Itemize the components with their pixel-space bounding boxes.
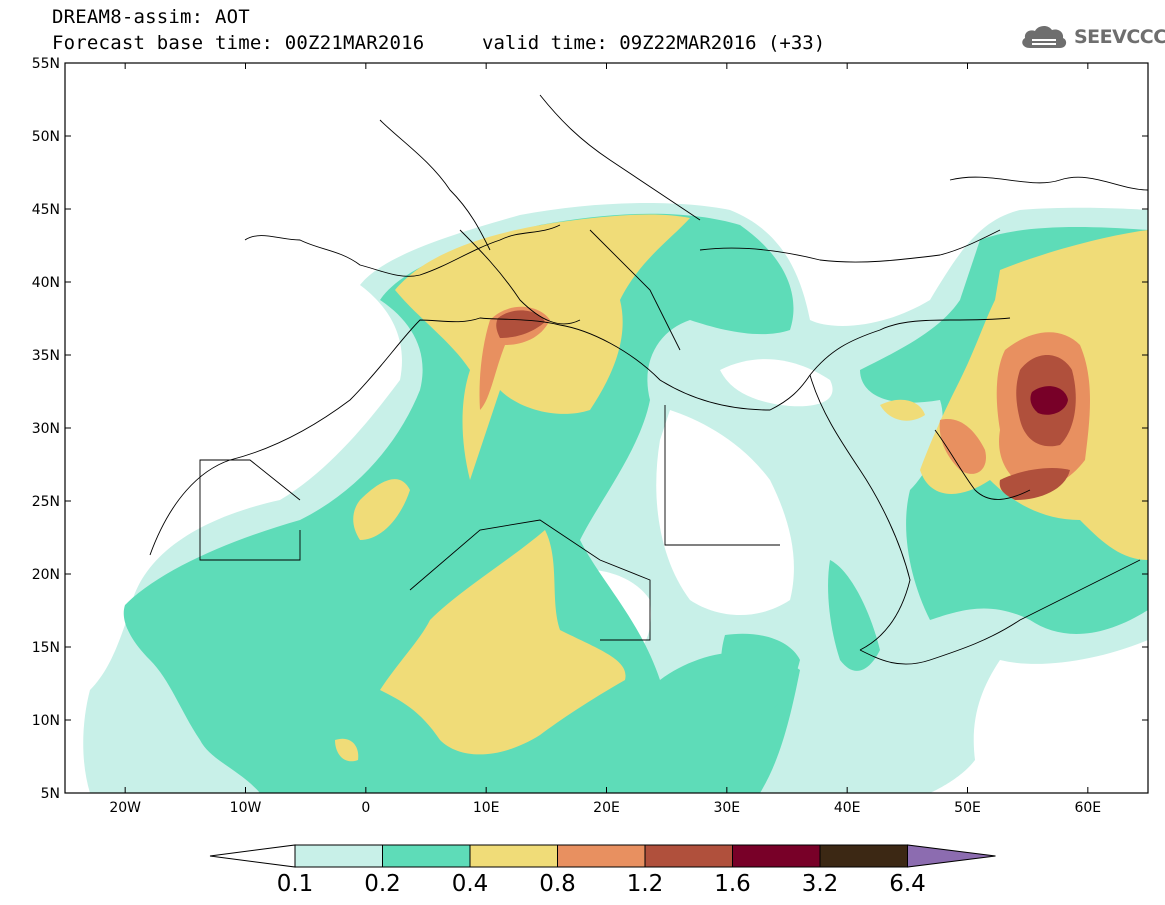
aot-band-0.4 <box>335 738 359 762</box>
lat-tick-label: 50N <box>32 129 60 145</box>
colorbar-label: 0.1 <box>277 871 314 897</box>
aot-band-0.2 <box>123 213 800 793</box>
lon-tick-label: 50E <box>954 800 981 816</box>
colorbar-label: 6.4 <box>889 871 926 897</box>
cloud-icon <box>1022 25 1067 48</box>
lat-tick-label: 20N <box>32 567 60 583</box>
lon-tick-label: 40E <box>834 800 861 816</box>
aot-gap <box>720 359 833 407</box>
aot-band-0.8 <box>939 419 986 474</box>
colorbar: 0.1 0.2 0.4 0.8 1.2 1.6 3.2 6.4 <box>209 844 996 897</box>
lat-tick-label: 5N <box>41 786 60 802</box>
aot-field <box>83 203 1148 793</box>
lon-tick-label: 60E <box>1074 800 1101 816</box>
colorbar-segment <box>644 844 733 868</box>
lon-tick-label: 20W <box>109 800 141 816</box>
axis-ticks <box>65 62 1148 794</box>
lon-tick-label: 30E <box>713 800 740 816</box>
colorbar-upper-arrow <box>907 844 996 868</box>
colorbar-label: 0.2 <box>364 871 401 897</box>
lat-tick-label: 55N <box>32 56 60 72</box>
aot-band-1.2 <box>999 468 1070 500</box>
aot-band-0.2 <box>721 633 800 716</box>
colorbar-segment <box>294 844 383 868</box>
lat-tick-label: 25N <box>32 494 60 510</box>
aot-band-1.6 <box>1030 386 1068 415</box>
aot-band-0.4 <box>395 214 690 480</box>
map-title: DREAM8-assim: AOT <box>52 6 250 28</box>
lat-tick-label: 30N <box>32 421 60 437</box>
coastlines <box>149 94 1148 665</box>
forecast-base-time: Forecast base time: 00Z21MAR2016 <box>52 32 425 54</box>
colorbar-segment <box>557 844 646 868</box>
lon-tick-label: 10E <box>473 800 500 816</box>
logo-text: SEEVCCC <box>1074 26 1165 48</box>
aot-band-0.8 <box>479 306 550 410</box>
lon-tick-label: 10W <box>230 800 262 816</box>
colorbar-segment <box>469 844 558 868</box>
colorbar-lower-arrow <box>209 844 296 868</box>
lon-tick-label: 20E <box>593 800 620 816</box>
lat-tick-label: 45N <box>32 202 60 218</box>
seevccc-logo: SEEVCCC <box>1018 22 1165 52</box>
aot-band-0.4 <box>353 479 410 540</box>
colorbar-segment <box>732 844 821 868</box>
colorbar-label: 1.2 <box>627 871 664 897</box>
aot-band-1.2 <box>496 310 545 338</box>
colorbar-label: 0.4 <box>452 871 489 897</box>
colorbar-segment <box>819 844 908 868</box>
colorbar-label: 3.2 <box>802 871 839 897</box>
lat-tick-label: 40N <box>32 275 60 291</box>
lon-tick-label: 0 <box>361 800 370 816</box>
aot-band-0.4 <box>880 399 925 421</box>
lat-tick-label: 10N <box>32 713 60 729</box>
valid-time: valid time: 09Z22MAR2016 (+33) <box>482 32 826 54</box>
colorbar-label: 0.8 <box>539 871 576 897</box>
aot-band-0.2 <box>828 560 880 671</box>
lat-tick-label: 35N <box>32 348 60 364</box>
aot-gap <box>656 410 794 615</box>
lat-tick-label: 15N <box>32 640 60 656</box>
colorbar-segment <box>382 844 471 868</box>
colorbar-label: 1.6 <box>714 871 751 897</box>
axis-tick-labels: 20W 10W 0 10E 20E 30E 40E 50E 60E 55N 50N 45N 40N 35N… <box>32 56 1101 816</box>
aot-band-0.4 <box>380 530 626 755</box>
